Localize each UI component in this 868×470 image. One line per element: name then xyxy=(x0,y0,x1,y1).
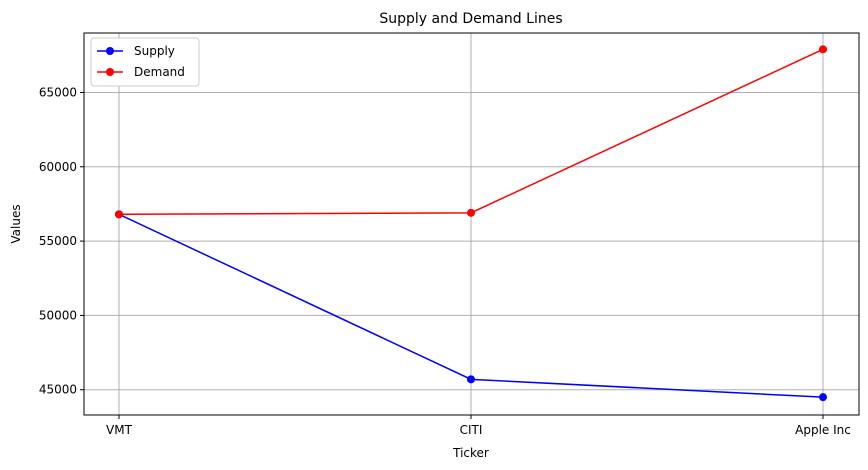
legend-box xyxy=(90,37,200,87)
x-tick-label: Apple Inc xyxy=(795,423,851,437)
demand-point xyxy=(115,210,123,219)
legend: Supply Demand xyxy=(90,37,200,87)
y-tick-label: 55000 xyxy=(39,234,77,248)
y-tick-label: 50000 xyxy=(39,308,77,322)
y-tick-label: 65000 xyxy=(39,85,77,99)
series-layer xyxy=(115,45,827,402)
y-tick-label: 45000 xyxy=(39,383,77,397)
legend-supply-label: Supply xyxy=(134,44,175,58)
y-axis-label: Values xyxy=(9,204,23,243)
legend-demand-label: Demand xyxy=(134,65,185,79)
x-tick-label: CITI xyxy=(460,423,483,437)
legend-demand-marker xyxy=(106,68,114,76)
axis-ticks: VMT CITI Apple Inc 45000 50000 55000 60000 6500… xyxy=(39,85,851,437)
chart-title: Supply and Demand Lines xyxy=(379,11,562,27)
legend-supply-marker xyxy=(106,47,114,55)
demand-point xyxy=(819,45,827,54)
demand-point xyxy=(467,208,475,217)
x-axis-label: Ticker xyxy=(452,446,489,460)
x-tick-label: VMT xyxy=(106,423,133,437)
grid-lines xyxy=(84,33,859,415)
y-tick-label: 60000 xyxy=(39,160,77,174)
supply-point xyxy=(467,375,475,384)
supply-point xyxy=(819,393,827,402)
